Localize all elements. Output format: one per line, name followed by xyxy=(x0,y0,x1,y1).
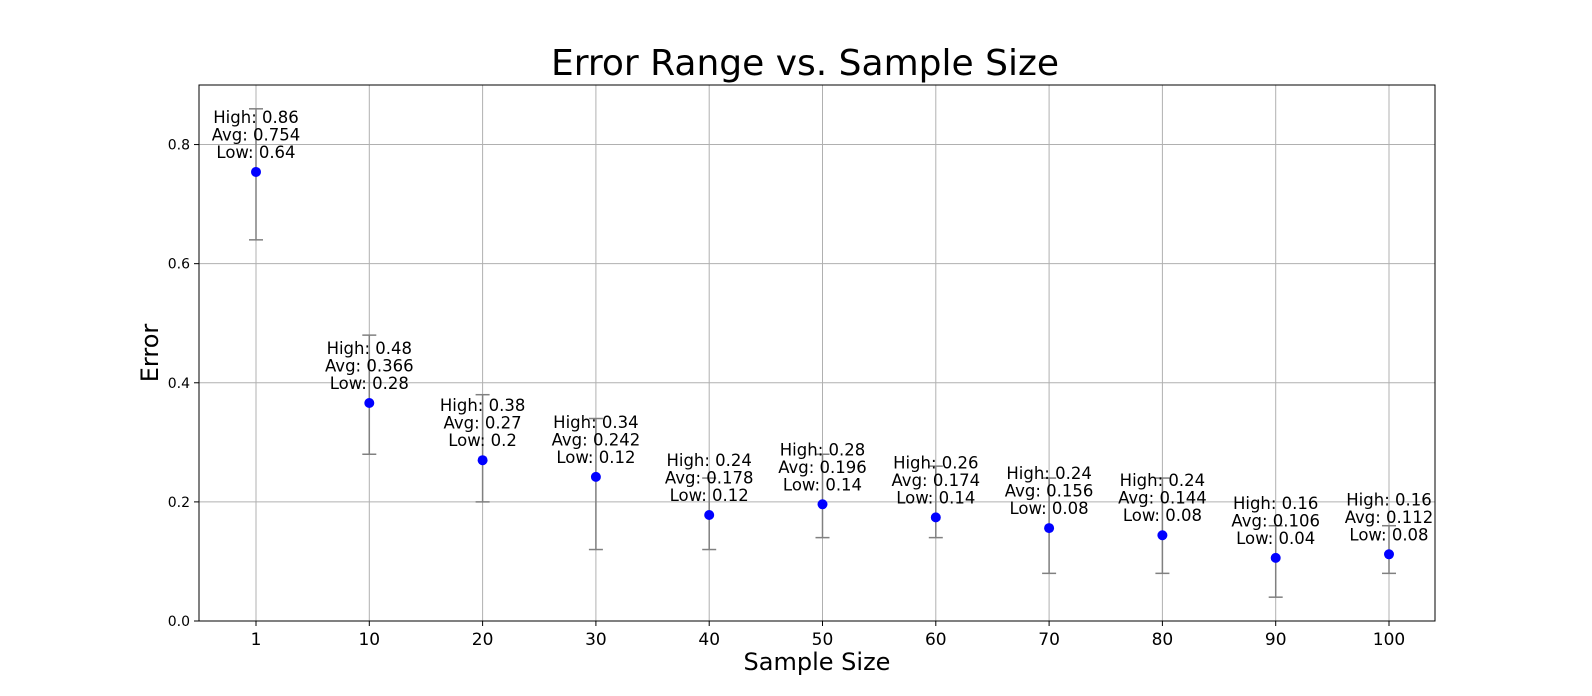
annotation-label: Avg: 0.27 xyxy=(444,414,522,433)
annotation-label: High: 0.26 xyxy=(893,453,978,472)
plot-frame xyxy=(198,84,1436,622)
annotation-label: High: 0.16 xyxy=(1233,494,1318,513)
avg-point xyxy=(930,512,941,523)
annotation-label: High: 0.34 xyxy=(553,413,638,432)
annotation-label: Low: 0.14 xyxy=(783,475,862,494)
avg-point xyxy=(1044,523,1055,534)
annotation-label: Avg: 0.156 xyxy=(1005,482,1094,501)
x-axis-ticks: 1 10 20 30 40 50 60 70 80 90 100 xyxy=(251,621,1405,650)
x-tick-label: 70 xyxy=(1038,630,1060,650)
annotation-label: High: 0.86 xyxy=(213,108,298,127)
annotation-label: Avg: 0.242 xyxy=(552,430,641,449)
chart-title: Error Range vs. Sample Size xyxy=(551,43,1059,84)
avg-point xyxy=(817,499,828,510)
annotation-label: Avg: 0.106 xyxy=(1231,511,1320,530)
y-tick-label: 0.6 xyxy=(168,257,190,273)
annotation-label: High: 0.24 xyxy=(666,451,751,470)
annotation-label: Low: 0.12 xyxy=(556,448,635,467)
x-tick-label: 40 xyxy=(698,630,720,650)
y-axis-label: Error xyxy=(136,324,164,383)
annotation-label: Avg: 0.178 xyxy=(665,468,754,487)
annotation-label: Avg: 0.144 xyxy=(1118,489,1207,508)
y-axis-ticks: 0.0 0.2 0.4 0.6 0.8 xyxy=(168,138,199,630)
x-tick-label: 1 xyxy=(251,630,262,650)
avg-point xyxy=(251,166,261,177)
avg-point xyxy=(1384,549,1394,560)
avg-point xyxy=(704,509,715,520)
x-tick-label: 50 xyxy=(812,630,834,650)
annotation-label: Low: 0.14 xyxy=(896,488,975,507)
avg-point xyxy=(364,398,375,409)
x-tick-label: 90 xyxy=(1265,630,1287,650)
annotation-label: High: 0.16 xyxy=(1346,490,1431,509)
y-tick-label: 0.0 xyxy=(168,614,190,630)
avg-point xyxy=(477,455,488,466)
x-tick-label: 80 xyxy=(1152,630,1174,650)
annotation-label: High: 0.24 xyxy=(1006,464,1091,483)
annotation-label: High: 0.28 xyxy=(780,440,865,459)
annotation-label: Avg: 0.754 xyxy=(212,125,301,144)
annotation-label: Low: 0.12 xyxy=(670,486,749,505)
avg-point xyxy=(1270,552,1281,563)
annotation-label: Avg: 0.366 xyxy=(325,357,414,376)
annotation-label: High: 0.48 xyxy=(327,339,412,358)
avg-point xyxy=(590,471,601,482)
annotation-label: Avg: 0.112 xyxy=(1345,508,1434,527)
annotation-label: Low: 0.08 xyxy=(1010,499,1089,518)
annotation-label: High: 0.38 xyxy=(440,396,525,415)
y-tick-label: 0.4 xyxy=(168,376,190,392)
y-tick-label: 0.8 xyxy=(168,138,190,154)
y-tick-label: 0.2 xyxy=(168,495,190,511)
x-tick-label: 30 xyxy=(585,630,607,650)
x-tick-label: 10 xyxy=(358,630,380,650)
annotation-label: Low: 0.2 xyxy=(448,431,517,450)
annotation-label: Low: 0.04 xyxy=(1236,529,1315,548)
annotation-label: Low: 0.28 xyxy=(330,374,409,393)
x-tick-label: 100 xyxy=(1373,630,1405,650)
annotation-label: Avg: 0.174 xyxy=(891,471,980,490)
annotation-label: Low: 0.08 xyxy=(1349,525,1428,544)
x-tick-label: 20 xyxy=(472,630,494,650)
annotation-label: Low: 0.08 xyxy=(1123,506,1202,525)
annotation-label: High: 0.24 xyxy=(1120,471,1205,490)
x-tick-label: 60 xyxy=(925,630,947,650)
annotation-label: Low: 0.64 xyxy=(216,143,295,162)
annotation-label: Avg: 0.196 xyxy=(778,458,867,477)
data-points xyxy=(251,166,1394,563)
avg-point xyxy=(1157,530,1168,541)
x-axis-label: Sample Size xyxy=(744,648,891,676)
